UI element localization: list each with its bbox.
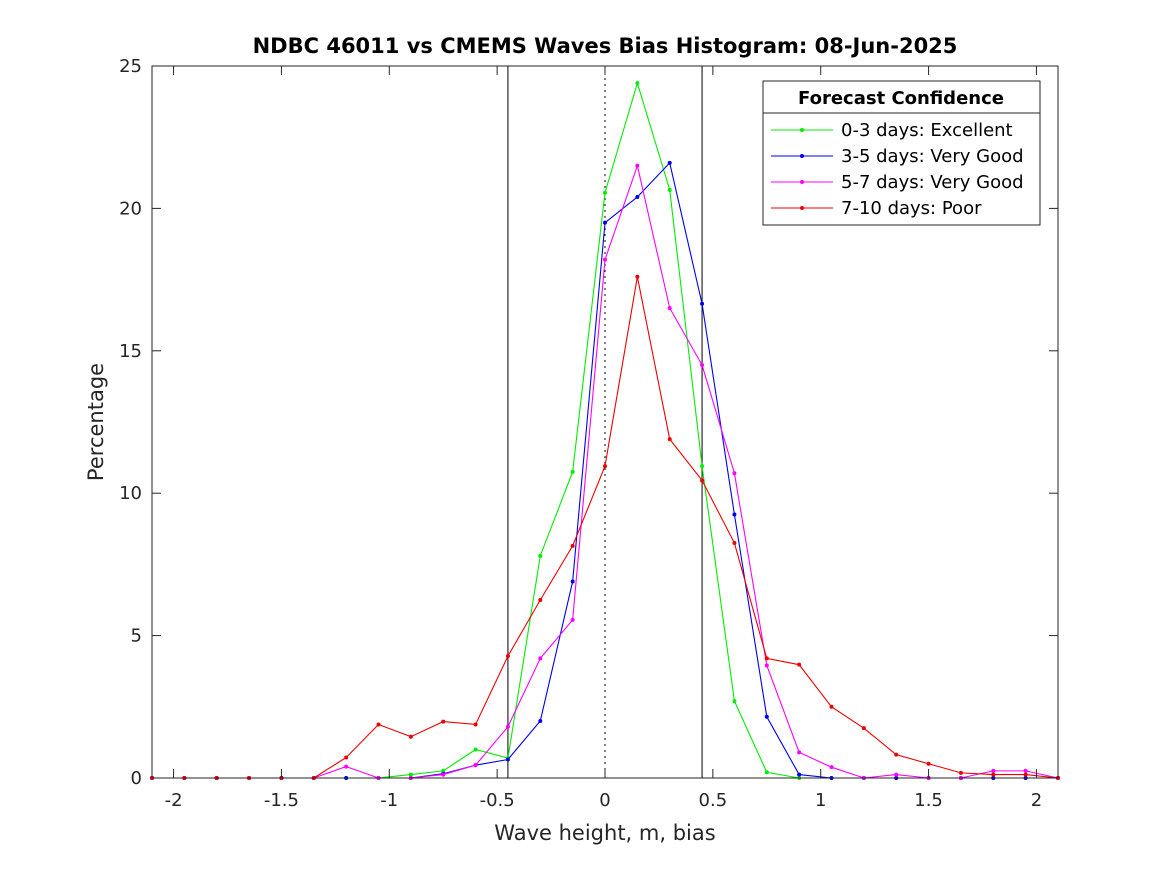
data-point bbox=[538, 598, 543, 602]
x-tick-label: 0 bbox=[599, 790, 610, 811]
data-point bbox=[505, 654, 510, 659]
data-point bbox=[505, 757, 510, 762]
legend-item: 5-7 days: Very Good bbox=[771, 172, 1024, 193]
data-point bbox=[441, 768, 446, 773]
data-point bbox=[570, 579, 575, 584]
data-point bbox=[408, 772, 413, 777]
legend-item: 3-5 days: Very Good bbox=[771, 146, 1024, 167]
legend: Forecast Confidence 0-3 days: Excellent 3… bbox=[762, 80, 1041, 226]
data-point bbox=[1023, 772, 1028, 777]
legend-item-label: 0-3 days: Excellent bbox=[841, 120, 1013, 141]
x-tick-label: -0.5 bbox=[480, 790, 515, 811]
data-point bbox=[441, 719, 446, 724]
data-point bbox=[538, 656, 543, 661]
y-tick-label: 5 bbox=[131, 626, 142, 647]
data-point bbox=[991, 768, 996, 773]
data-point bbox=[894, 772, 899, 777]
data-point bbox=[764, 656, 769, 661]
legend-title: Forecast Confidence bbox=[798, 88, 1004, 109]
x-tick-label: 1 bbox=[815, 790, 826, 811]
data-point bbox=[570, 469, 575, 474]
legend-marker bbox=[800, 180, 804, 184]
data-point bbox=[570, 543, 575, 548]
data-point bbox=[700, 301, 705, 306]
y-tick-label: 10 bbox=[119, 483, 142, 504]
data-point bbox=[732, 471, 737, 476]
data-point bbox=[570, 617, 575, 622]
data-point bbox=[700, 478, 705, 483]
data-point bbox=[667, 187, 672, 192]
legend-marker bbox=[800, 206, 804, 210]
legend-item-label: 7-10 days: Poor bbox=[841, 198, 982, 219]
data-point bbox=[538, 719, 543, 724]
data-point bbox=[797, 662, 802, 667]
data-point bbox=[635, 81, 640, 86]
data-point bbox=[700, 464, 705, 469]
data-point bbox=[408, 734, 413, 739]
data-point bbox=[603, 464, 607, 469]
data-point bbox=[635, 274, 640, 279]
data-point bbox=[473, 763, 478, 768]
data-point bbox=[732, 541, 737, 546]
data-point bbox=[894, 752, 899, 757]
reference-lines bbox=[507, 66, 703, 778]
data-point bbox=[603, 257, 607, 262]
x-axis-label: Wave height, m, bias bbox=[494, 821, 715, 845]
data-point bbox=[926, 761, 931, 766]
data-point bbox=[732, 699, 737, 704]
data-point bbox=[505, 724, 510, 729]
data-point bbox=[764, 770, 769, 775]
data-point bbox=[797, 772, 802, 777]
data-point bbox=[473, 747, 478, 752]
data-point bbox=[829, 704, 834, 709]
x-tick-label: 0.5 bbox=[699, 790, 728, 811]
data-point bbox=[732, 512, 737, 517]
x-tick-label: 1.5 bbox=[914, 790, 943, 811]
data-point bbox=[797, 750, 802, 755]
x-tick-label: -1 bbox=[380, 790, 398, 811]
data-point bbox=[376, 722, 381, 727]
legend-item: 0-3 days: Excellent bbox=[771, 120, 1013, 141]
data-point bbox=[473, 722, 478, 727]
data-point bbox=[667, 306, 672, 311]
y-tick-label: 0 bbox=[131, 768, 142, 789]
data-point bbox=[764, 663, 769, 668]
data-point bbox=[700, 363, 705, 368]
legend-item-label: 5-7 days: Very Good bbox=[841, 172, 1024, 193]
data-point bbox=[667, 160, 672, 165]
data-point bbox=[829, 765, 834, 770]
legend-marker bbox=[800, 154, 804, 158]
x-tick-label: -2 bbox=[165, 790, 183, 811]
legend-item-label: 3-5 days: Very Good bbox=[841, 146, 1024, 167]
data-point bbox=[1023, 768, 1028, 773]
data-point bbox=[635, 195, 640, 200]
legend-marker bbox=[800, 128, 804, 132]
y-tick-label: 20 bbox=[119, 198, 142, 219]
data-point bbox=[603, 220, 607, 225]
data-point bbox=[991, 772, 996, 777]
data-point bbox=[603, 190, 607, 195]
data-point bbox=[861, 726, 866, 731]
data-point bbox=[441, 772, 446, 777]
data-point bbox=[667, 437, 672, 442]
x-tick-label: -1.5 bbox=[264, 790, 299, 811]
x-tick-label: 2 bbox=[1031, 790, 1042, 811]
y-axis-label: Percentage bbox=[84, 363, 108, 481]
y-tick-label: 25 bbox=[119, 56, 142, 77]
chart-title: NDBC 46011 vs CMEMS Waves Bias Histogram… bbox=[253, 34, 958, 58]
data-point bbox=[958, 770, 963, 775]
data-point bbox=[764, 714, 769, 719]
legend-item: 7-10 days: Poor bbox=[771, 198, 982, 219]
legend-box bbox=[762, 80, 1041, 226]
data-point bbox=[344, 755, 349, 760]
data-point bbox=[635, 163, 640, 168]
data-point bbox=[344, 764, 349, 769]
data-point bbox=[538, 553, 543, 558]
y-tick-label: 15 bbox=[119, 341, 142, 362]
